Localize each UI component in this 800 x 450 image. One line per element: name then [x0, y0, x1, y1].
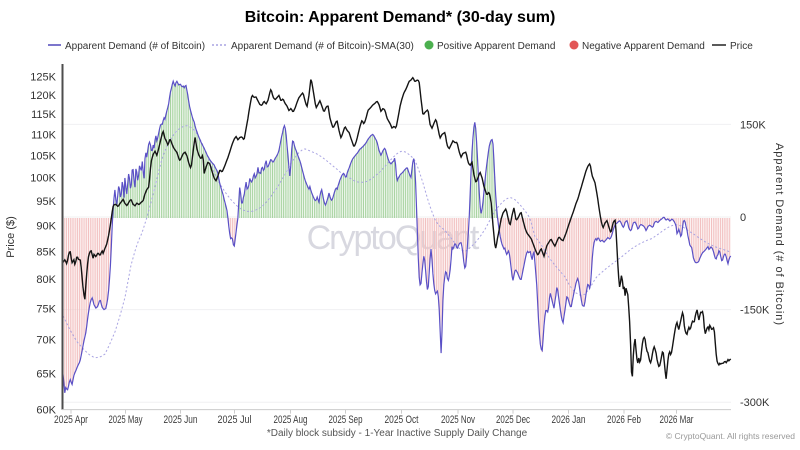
- svg-text:115K: 115K: [31, 109, 57, 121]
- svg-text:60K: 60K: [36, 405, 56, 417]
- svg-text:0: 0: [740, 212, 746, 224]
- svg-text:2025 Jul: 2025 Jul: [218, 414, 252, 426]
- svg-text:Bitcoin: Apparent Demand* (30-: Bitcoin: Apparent Demand* (30-day sum): [245, 9, 556, 26]
- svg-text:Price ($): Price ($): [5, 216, 17, 258]
- svg-text:*Daily block subsidy - 1-Year: *Daily block subsidy - 1-Year Inactive S…: [267, 428, 528, 439]
- svg-text:2026 Feb: 2026 Feb: [607, 414, 641, 426]
- svg-text:65K: 65K: [36, 368, 56, 380]
- svg-text:100K: 100K: [30, 173, 56, 185]
- svg-text:110K: 110K: [31, 129, 57, 141]
- svg-text:Apparent Demand (# of Bitcoin): Apparent Demand (# of Bitcoin)-SMA(30): [231, 41, 414, 52]
- svg-text:2025 May: 2025 May: [109, 414, 143, 426]
- svg-text:2026 Mar: 2026 Mar: [660, 414, 694, 426]
- svg-text:© CryptoQuant. All rights rese: © CryptoQuant. All rights reserved: [666, 431, 795, 441]
- svg-text:2025 Aug: 2025 Aug: [274, 414, 308, 426]
- svg-text:80K: 80K: [36, 274, 56, 286]
- svg-text:85K: 85K: [36, 247, 56, 259]
- svg-text:90K: 90K: [36, 221, 56, 233]
- svg-text:-300K: -300K: [740, 397, 770, 409]
- svg-text:CryptoQuant: CryptoQuant: [307, 219, 480, 257]
- svg-text:2025 Apr: 2025 Apr: [54, 414, 88, 426]
- svg-text:150K: 150K: [740, 119, 766, 131]
- svg-text:105K: 105K: [30, 151, 56, 163]
- svg-text:-150K: -150K: [740, 305, 770, 317]
- svg-text:2025 Nov: 2025 Nov: [441, 414, 475, 426]
- svg-text:70K: 70K: [36, 335, 56, 347]
- svg-text:Apparent Demand (# of Bitcoin): Apparent Demand (# of Bitcoin): [65, 41, 205, 52]
- svg-text:2025 Jun: 2025 Jun: [164, 414, 198, 426]
- svg-text:2025 Sep: 2025 Sep: [329, 414, 363, 426]
- svg-text:2025 Dec: 2025 Dec: [496, 414, 530, 426]
- svg-text:Apparent Demand (# of Bitcoin): Apparent Demand (# of Bitcoin): [773, 143, 785, 325]
- svg-text:120K: 120K: [30, 90, 56, 102]
- svg-text:75K: 75K: [36, 303, 56, 315]
- svg-text:95K: 95K: [36, 196, 56, 208]
- svg-text:Negative Apparent Demand: Negative Apparent Demand: [582, 41, 705, 52]
- svg-text:2026 Jan: 2026 Jan: [552, 414, 586, 426]
- svg-text:125K: 125K: [30, 71, 56, 83]
- svg-text:Price: Price: [730, 41, 753, 52]
- svg-text:2025 Oct: 2025 Oct: [385, 414, 419, 426]
- svg-text:Positive Apparent Demand: Positive Apparent Demand: [437, 41, 555, 52]
